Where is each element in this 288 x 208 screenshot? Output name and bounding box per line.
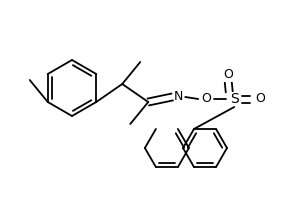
Text: O: O (255, 93, 265, 105)
Text: S: S (230, 92, 239, 106)
Text: O: O (201, 93, 211, 105)
Text: N: N (174, 90, 183, 104)
Text: O: O (223, 68, 233, 82)
